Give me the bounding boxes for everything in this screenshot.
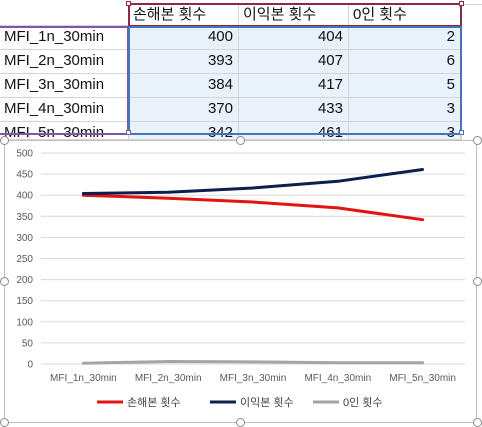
y-tick-label: 350 [16,212,33,223]
x-tick-label: MFI_1n_30min [50,373,117,384]
header-cell-loss[interactable]: 손해본 횟수 [129,4,239,26]
chart-resize-handle[interactable] [473,418,482,427]
chart-resize-handle[interactable] [236,418,245,427]
legend-label: 0인 횟수 [343,396,383,409]
x-tick-label: MFI_2n_30min [135,373,202,384]
series-line-1 [81,168,425,195]
y-tick-label: 250 [16,254,33,265]
zero-value-cell[interactable]: 5 [349,74,461,98]
profit-value-cell[interactable]: 417 [239,74,349,98]
header-cell-profit[interactable]: 이익본 횟수 [239,4,349,26]
range-resize-handle[interactable] [459,130,464,135]
chart-resize-handle[interactable] [0,277,9,286]
zero-value-cell[interactable]: 3 [349,122,461,140]
row-label-cell[interactable]: MFI_4n_30min [0,98,129,122]
chart-resize-handle[interactable] [0,136,9,145]
legend-label: 손해본 횟수 [127,395,181,409]
series-line-0 [81,193,425,222]
y-tick-label: 150 [16,296,33,307]
chart-resize-handle[interactable] [473,277,482,286]
y-tick-label: 500 [16,149,33,160]
y-tick-label: 100 [16,317,33,328]
profit-value-cell[interactable]: 404 [239,26,349,50]
x-tick-label: MFI_4n_30min [304,373,371,384]
range-resize-handle[interactable] [459,1,464,6]
loss-value-cell[interactable]: 400 [129,26,239,50]
zero-value-cell[interactable]: 2 [349,26,461,50]
line-chart[interactable]: 0 50 100 150 200 250 300 350 400 450 500 MFI_1n_30m… [4,140,477,423]
zero-value-cell[interactable]: 6 [349,50,461,74]
row-label-cell[interactable]: MFI_3n_30min [0,74,129,98]
y-tick-label: 0 [27,360,33,371]
range-resize-handle[interactable] [126,130,131,135]
chart-resize-handle[interactable] [473,136,482,145]
header-corner-cell[interactable] [0,4,129,26]
y-tick-label: 200 [16,275,33,286]
x-tick-label: MFI_5n_30min [389,373,456,384]
profit-value-cell[interactable]: 461 [239,122,349,140]
chart-resize-handle[interactable] [236,136,245,145]
profit-value-cell[interactable]: 407 [239,50,349,74]
row-label-cell[interactable]: MFI_5n_30min [0,122,129,140]
x-tick-label: MFI_3n_30min [220,373,287,384]
y-tick-label: 400 [16,191,33,202]
row-label-cell[interactable]: MFI_2n_30min [0,50,129,74]
loss-value-cell[interactable]: 393 [129,50,239,74]
header-cell-zero[interactable]: 0인 횟수 [349,4,461,26]
y-tick-label: 300 [16,233,33,244]
series-line-2 [81,360,425,365]
empty-column[interactable] [461,0,482,140]
chart-resize-handle[interactable] [0,418,9,427]
loss-value-cell[interactable]: 384 [129,74,239,98]
range-resize-handle[interactable] [126,1,131,6]
zero-value-cell[interactable]: 3 [349,98,461,122]
chart-plot-area: 0 50 100 150 200 250 300 350 400 450 500 MFI_1n_30m… [16,149,465,409]
legend-label: 이익본 횟수 [240,396,294,409]
profit-value-cell[interactable]: 433 [239,98,349,122]
loss-value-cell[interactable]: 370 [129,98,239,122]
spreadsheet-grid: 손해본 횟수 이익본 횟수 0인 횟수 MFI_1n_30min 400 404… [0,0,482,140]
loss-value-cell[interactable]: 342 [129,122,239,140]
y-tick-label: 50 [22,338,34,349]
y-tick-label: 450 [16,170,33,181]
row-label-cell[interactable]: MFI_1n_30min [0,26,129,50]
